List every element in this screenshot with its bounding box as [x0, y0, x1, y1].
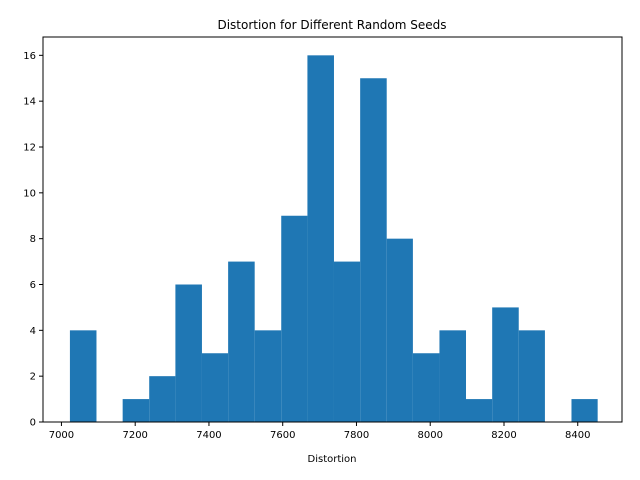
histogram-bar	[307, 55, 334, 422]
x-axis: 7000 7200 7400 7600 7800 8000 8200 8400	[49, 422, 590, 441]
chart-title: Distortion for Different Random Seeds	[217, 18, 446, 32]
y-tick-label: 0	[30, 418, 36, 429]
histogram-bar	[69, 330, 97, 422]
histogram-bar	[518, 330, 545, 422]
histogram-bar	[412, 353, 440, 422]
histogram-bar	[386, 238, 413, 422]
x-tick-label: 7400	[196, 430, 221, 441]
histogram-bar	[228, 261, 255, 422]
histogram-bar	[122, 399, 150, 422]
plot-frame	[42, 36, 623, 423]
y-tick-label: 16	[23, 51, 36, 62]
histogram-bar	[149, 376, 176, 422]
histogram-bar	[281, 215, 308, 422]
histogram-bar	[466, 399, 493, 422]
y-tick-label: 8	[30, 234, 36, 245]
histogram-bar	[254, 330, 282, 422]
x-tick-label: 7600	[270, 430, 295, 441]
x-axis-label: Distortion	[308, 454, 357, 465]
histogram-bar	[175, 284, 202, 422]
histogram-bar	[333, 261, 361, 422]
y-tick-label: 12	[23, 143, 36, 154]
histogram-bar	[571, 399, 598, 422]
x-tick-label: 8000	[418, 430, 443, 441]
histogram-bar	[201, 353, 229, 422]
x-tick-label: 7000	[49, 430, 74, 441]
y-tick-label: 6	[30, 280, 36, 291]
y-tick-label: 14	[23, 97, 36, 108]
y-tick-label: 2	[30, 372, 36, 383]
histogram-bar	[439, 330, 467, 422]
y-axis: 0 2 4 6 8 10 12 14 16	[23, 51, 43, 429]
x-tick-label: 8400	[565, 430, 590, 441]
y-tick-label: 4	[30, 326, 36, 337]
y-tick-label: 10	[23, 188, 36, 199]
histogram-bar	[492, 307, 519, 422]
x-tick-label: 7200	[122, 430, 147, 441]
x-tick-label: 7800	[344, 430, 369, 441]
histogram-bar	[360, 78, 387, 422]
x-tick-label: 8200	[491, 430, 516, 441]
bars-group	[69, 55, 598, 422]
